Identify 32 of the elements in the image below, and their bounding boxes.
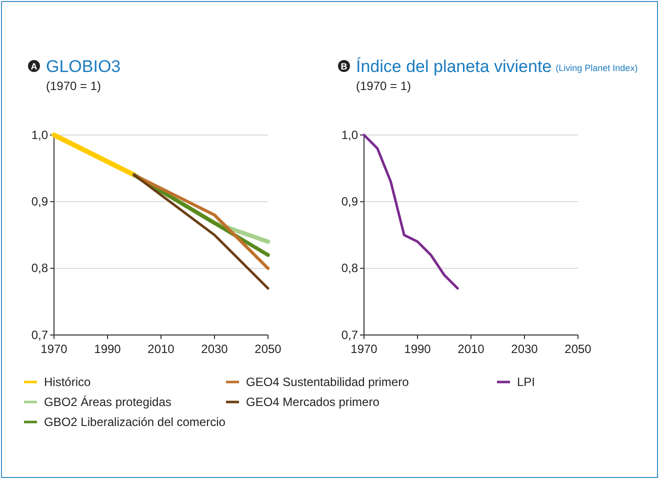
x-tick-label: 2030 [201,342,228,356]
x-tick-label: 1990 [94,342,122,356]
legend-label: GEO4 Sustentabilidad primero [246,375,410,389]
x-tick-label: 1970 [40,342,68,356]
chart-title: Índice del planeta viviente [356,57,552,76]
x-tick-label: 2010 [148,342,175,356]
chart-subtitle: (1970 = 1) [356,79,412,93]
text: (Living Planet Index) [556,63,638,73]
x-tick-label: 2050 [564,342,592,356]
legend-label: Histórico [44,375,91,389]
line-series [362,134,459,290]
circle-badge: B [338,60,350,72]
legend-label: GBO2 Áreas protegidas [44,395,172,409]
legend-label: LPI [517,375,536,389]
y-tick-label: 0,7 [31,328,48,342]
circle-badge: A [28,60,40,72]
y-tick-label: 0,8 [31,261,48,276]
x-tick-label: 2010 [458,342,485,356]
x-tick-label: 2050 [254,342,282,356]
y-tick-label: 1,0 [341,128,358,142]
chart-subtitle: (1970 = 1) [46,79,102,93]
y-tick-label: 0,9 [31,194,48,209]
y-tick-label: 1,0 [31,128,48,142]
legend-label: GEO4 Mercados primero [246,395,380,409]
x-tick-label: 1990 [404,342,432,356]
legend-label: GBO2 Liberalización del comercio [44,415,226,429]
x-tick-label: 2030 [511,342,538,356]
y-tick-label: 0,7 [341,328,358,342]
chart-title: GLOBIO3 [46,57,121,76]
y-tick-label: 0,9 [341,194,358,209]
y-tick-label: 0,8 [341,261,358,276]
x-tick-label: 1970 [350,342,378,356]
